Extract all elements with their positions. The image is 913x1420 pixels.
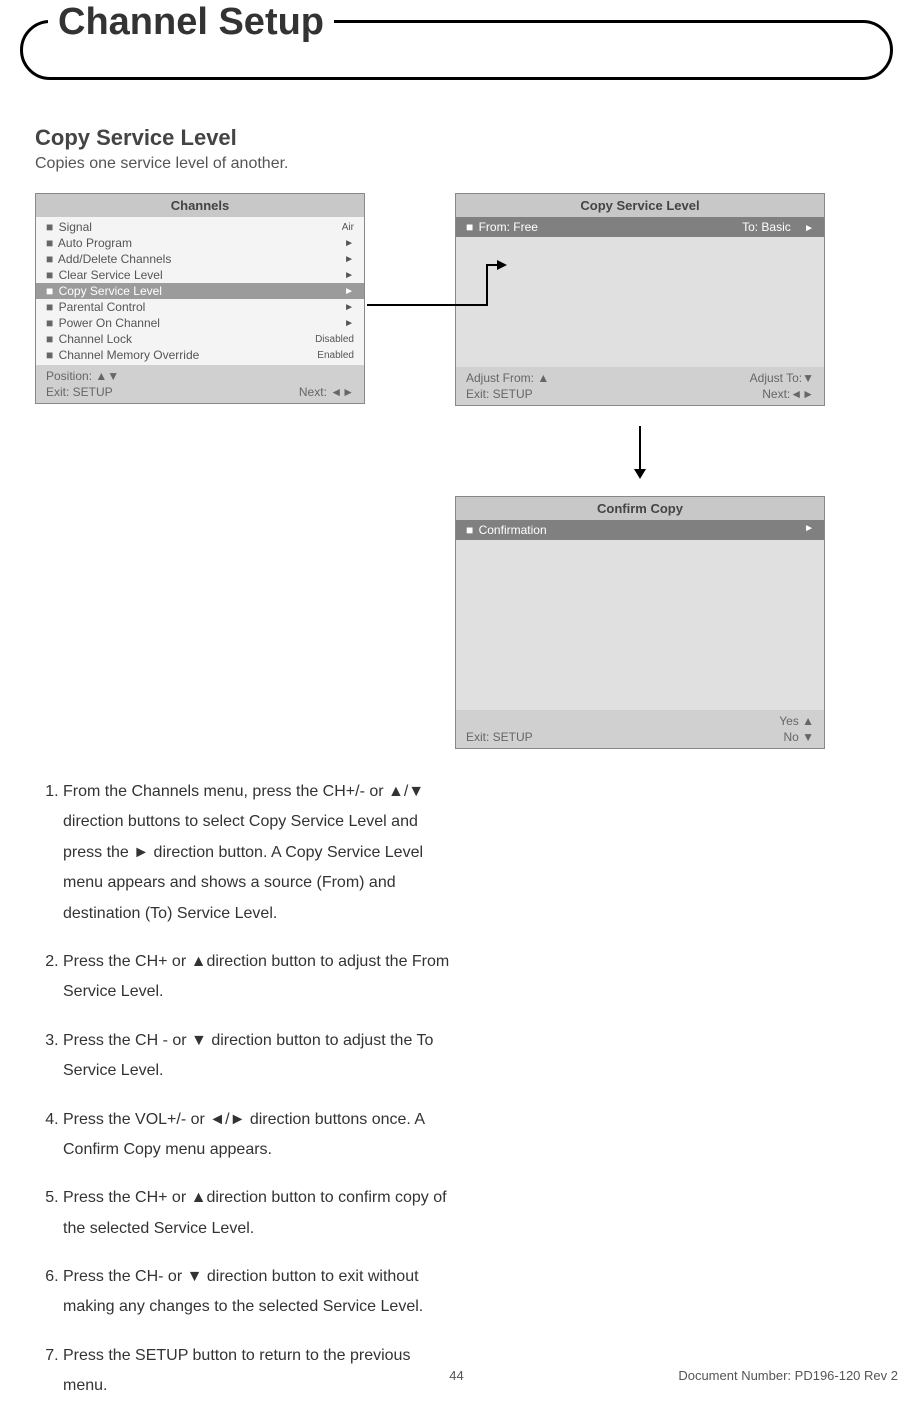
spacer	[299, 369, 354, 383]
step-item: Press the CH+ or ▲direction button to co…	[63, 1183, 455, 1244]
step-item: From the Channels menu, press the CH+/- …	[63, 777, 455, 929]
copy-to-label: To: Basic ►	[742, 220, 814, 234]
confirm-footer-exit: Exit: SETUP	[466, 730, 533, 744]
copy-footer-adjust-to: Adjust To:▼	[750, 371, 814, 385]
step-item: Press the VOL+/- or ◄/► direction button…	[63, 1105, 455, 1166]
confirm-menu-body-blank	[456, 540, 824, 710]
channels-menu: Channels ■ SignalAir■ Auto Program►■ Add…	[35, 193, 365, 404]
copy-menu-footer: Adjust From: ▲ Exit: SETUP Adjust To:▼ N…	[456, 367, 824, 405]
right-column: Copy Service Level ■ From: Free To: Basi…	[455, 193, 825, 749]
menu-row: ■ Add/Delete Channels►	[36, 251, 364, 267]
menu-row: ■ Clear Service Level►	[36, 267, 364, 283]
chapter-frame: Channel Setup	[20, 20, 893, 80]
channels-footer-position: Position: ▲▼	[46, 369, 119, 383]
channels-footer-exit: Exit: SETUP	[46, 385, 119, 399]
copy-menu-title: Copy Service Level	[456, 194, 824, 217]
down-arrow-icon	[630, 421, 650, 481]
confirm-copy-menu: Confirm Copy ■ Confirmation ► Exit: SETU…	[455, 496, 825, 749]
channels-footer-next: Next: ◄►	[299, 385, 354, 399]
menu-row: ■ Channel Memory OverrideEnabled	[36, 347, 364, 363]
copy-footer-adjust-from: Adjust From: ▲	[466, 371, 549, 385]
step-item: Press the CH- or ▼ direction button to e…	[63, 1262, 455, 1323]
document-number: Document Number: PD196-120 Rev 2	[678, 1368, 898, 1383]
menu-row: ■ Power On Channel►	[36, 315, 364, 331]
connector-arrow-icon	[367, 260, 507, 310]
confirm-row-arrow: ►	[804, 523, 814, 537]
copy-service-menu: Copy Service Level ■ From: Free To: Basi…	[455, 193, 825, 406]
menu-row: ■ SignalAir	[36, 219, 364, 235]
instruction-steps: From the Channels menu, press the CH+/- …	[35, 777, 455, 1402]
confirm-row-label: ■ Confirmation	[466, 523, 547, 537]
channels-menu-footer: Position: ▲▼ Exit: SETUP Next: ◄►	[36, 365, 364, 403]
content-area: Copy Service Level Copies one service le…	[35, 125, 878, 1420]
copy-from-label: ■ From: Free	[466, 220, 538, 234]
menu-row: ■ Parental Control►	[36, 299, 364, 315]
confirm-menu-footer: Exit: SETUP Yes ▲ No ▼	[456, 710, 824, 748]
section-subtitle: Copies one service level of another.	[35, 155, 878, 173]
channels-menu-title: Channels	[36, 194, 364, 217]
confirm-footer-yes: Yes ▲	[779, 714, 814, 728]
step-item: Press the CH+ or ▲direction button to ad…	[63, 947, 455, 1008]
menu-row: ■ Channel LockDisabled	[36, 331, 364, 347]
copy-menu-body-blank	[456, 237, 824, 367]
copy-footer-exit: Exit: SETUP	[466, 387, 549, 401]
menu-row: ■ Copy Service Level►	[36, 283, 364, 299]
step-item: Press the CH - or ▼ direction button to …	[63, 1026, 455, 1087]
menu-row: ■ Auto Program►	[36, 235, 364, 251]
section-heading: Copy Service Level	[35, 125, 878, 151]
confirm-menu-title: Confirm Copy	[456, 497, 824, 520]
copy-footer-next: Next:◄►	[750, 387, 814, 401]
spacer	[466, 714, 533, 728]
copy-menu-row: ■ From: Free To: Basic ►	[456, 217, 824, 237]
channels-menu-body: ■ SignalAir■ Auto Program►■ Add/Delete C…	[36, 217, 364, 365]
confirm-menu-row: ■ Confirmation ►	[456, 520, 824, 540]
confirm-footer-no: No ▼	[779, 730, 814, 744]
chapter-title: Channel Setup	[48, 1, 334, 44]
